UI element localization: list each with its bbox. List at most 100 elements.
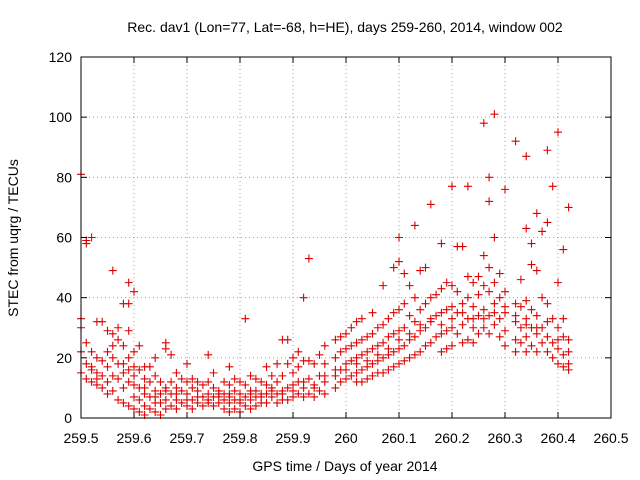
data-point (273, 398, 282, 407)
data-point (442, 305, 451, 314)
data-point (236, 395, 244, 404)
data-point (342, 329, 350, 338)
chart-title: Rec. dav1 (Lon=77, Lat=-68, h=HE), days … (127, 19, 563, 35)
data-point (124, 353, 133, 362)
data-point (495, 314, 504, 323)
data-point (527, 341, 536, 350)
data-point (92, 353, 101, 362)
data-point (225, 407, 234, 416)
data-point (130, 362, 138, 371)
data-point (442, 278, 451, 287)
data-point (379, 353, 388, 362)
data-point (230, 404, 239, 413)
data-point (183, 359, 191, 368)
data-point (342, 374, 350, 383)
data-point (421, 323, 430, 332)
data-point (522, 347, 531, 356)
data-point (532, 311, 541, 320)
data-point (532, 323, 541, 332)
data-point (177, 398, 186, 407)
data-point (198, 380, 207, 389)
data-point (304, 389, 313, 398)
data-point (384, 314, 393, 323)
y-tick-label: 60 (56, 230, 72, 246)
data-point (140, 374, 149, 383)
data-point (548, 353, 557, 362)
data-point (161, 404, 170, 413)
data-point (379, 368, 388, 377)
data-point (400, 299, 409, 308)
data-point (416, 305, 425, 314)
data-point (214, 389, 223, 398)
data-point (373, 350, 382, 359)
data-point (167, 350, 176, 359)
y-tick-label: 120 (49, 49, 73, 65)
data-point (479, 314, 488, 323)
data-point (108, 329, 117, 338)
data-point (98, 317, 107, 326)
data-point (315, 350, 324, 359)
x-tick-label: 260.4 (540, 430, 575, 446)
data-point (368, 329, 377, 338)
data-point (368, 308, 377, 317)
data-point (522, 332, 531, 341)
data-point (241, 392, 250, 401)
data-point (198, 401, 207, 410)
data-point (352, 359, 361, 368)
data-point (373, 323, 382, 332)
data-point (220, 404, 229, 413)
data-point (331, 353, 340, 362)
data-point (511, 335, 520, 344)
data-point (236, 377, 244, 386)
data-point (389, 347, 398, 356)
data-point (278, 371, 287, 380)
data-point (320, 371, 329, 380)
data-point (352, 338, 361, 347)
data-point (527, 239, 536, 248)
data-point (363, 374, 372, 383)
data-point (548, 338, 557, 347)
data-point (87, 365, 96, 374)
data-point (98, 383, 107, 392)
data-point (167, 401, 176, 410)
data-point (395, 233, 403, 242)
data-point (490, 110, 499, 119)
data-point (140, 401, 149, 410)
data-point (373, 341, 382, 350)
data-point (230, 386, 239, 395)
data-point (204, 395, 213, 404)
data-point (469, 338, 478, 347)
data-point (188, 404, 197, 413)
axis-ticks (80, 56, 612, 419)
data-point (273, 377, 282, 386)
data-point (98, 356, 107, 365)
data-points (77, 110, 573, 419)
data-point (214, 398, 223, 407)
data-point (554, 359, 562, 368)
data-point (151, 353, 160, 362)
data-point (225, 362, 234, 371)
data-point (156, 389, 165, 398)
data-point (267, 386, 276, 395)
data-point (299, 392, 308, 401)
data-point (151, 392, 160, 401)
data-point (251, 374, 260, 383)
data-point (98, 371, 107, 380)
x-tick-label: 259.6 (116, 430, 151, 446)
data-point (564, 335, 573, 344)
data-point (548, 182, 557, 191)
data-point (495, 293, 504, 302)
data-point (416, 347, 425, 356)
data-point (82, 359, 91, 368)
data-point (262, 398, 271, 407)
data-point (474, 311, 483, 320)
data-point (119, 383, 128, 392)
data-point (516, 338, 525, 347)
data-point (135, 407, 144, 416)
data-point (554, 278, 562, 287)
data-point (416, 266, 425, 275)
data-point (241, 314, 250, 323)
data-point (368, 371, 377, 380)
data-point (299, 293, 308, 302)
data-point (130, 392, 138, 401)
